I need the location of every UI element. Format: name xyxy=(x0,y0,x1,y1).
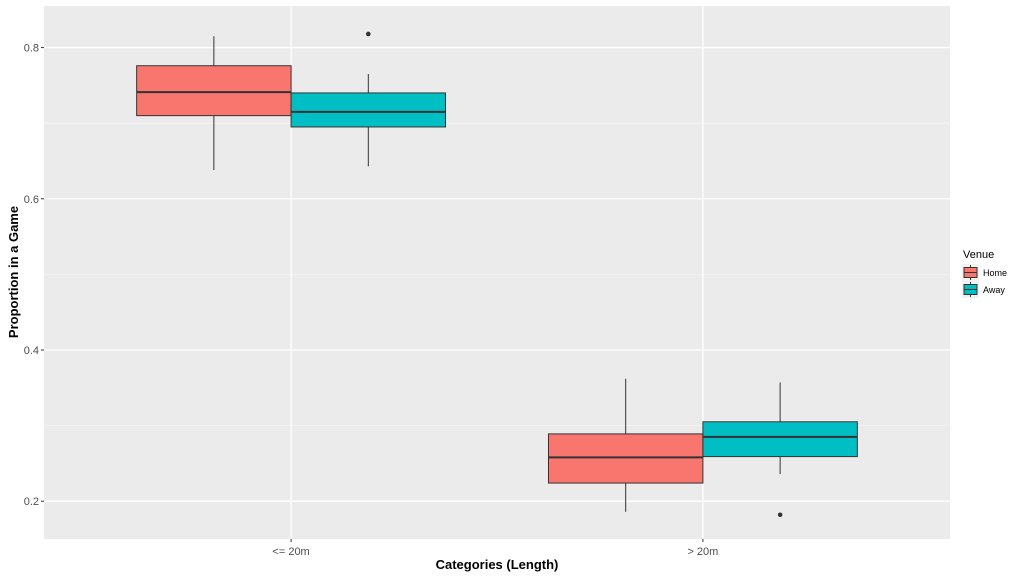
x-tick-label: <= 20m xyxy=(272,546,309,558)
legend-label: Away xyxy=(983,285,1005,295)
y-tick-label: 0.8 xyxy=(24,43,39,55)
x-axis-title: Categories (Length) xyxy=(436,557,559,572)
box-body xyxy=(702,421,858,458)
legend-label: Home xyxy=(983,268,1007,278)
x-axis: <= 20m > 20m xyxy=(272,539,718,558)
legend-key-home xyxy=(962,264,979,281)
legend: Venue Home Away xyxy=(962,249,1007,298)
outlier-point xyxy=(777,512,783,518)
y-axis-title: Proportion in a Game xyxy=(6,206,21,338)
box-body xyxy=(136,65,292,117)
y-axis: 0.2 0.4 0.6 0.8 xyxy=(24,43,44,508)
x-tick-label: > 20m xyxy=(687,546,718,558)
legend-key-away xyxy=(962,281,979,298)
legend-title: Venue xyxy=(963,249,994,261)
y-tick-label: 0.6 xyxy=(24,194,39,206)
box-home xyxy=(136,36,292,171)
box-body xyxy=(290,92,447,128)
box-away xyxy=(702,382,858,518)
y-tick-label: 0.2 xyxy=(24,496,39,508)
outlier-point xyxy=(366,31,371,37)
box-body xyxy=(547,433,704,484)
box-home xyxy=(547,378,704,512)
box-series xyxy=(136,31,858,518)
box-away xyxy=(290,31,447,167)
y-tick-label: 0.4 xyxy=(24,345,39,357)
